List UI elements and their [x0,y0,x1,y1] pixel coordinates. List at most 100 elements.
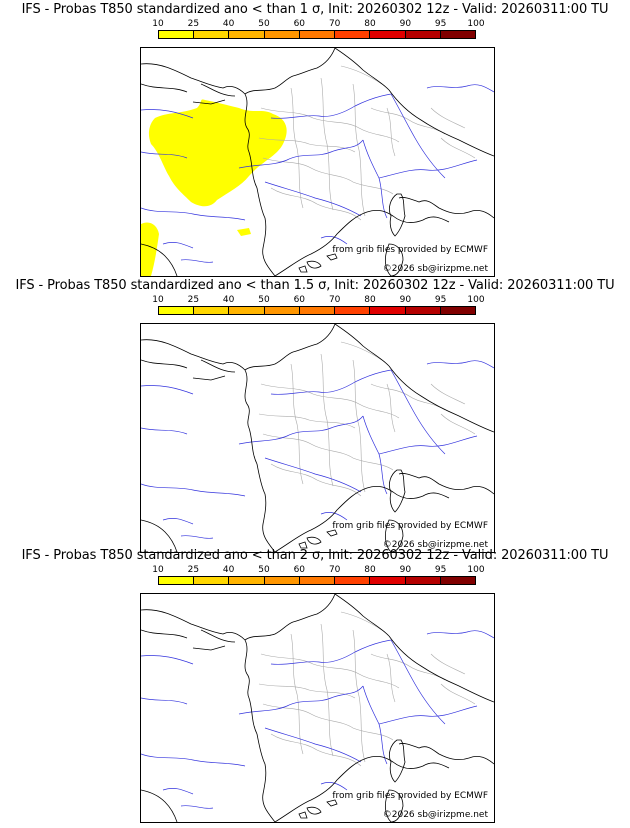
island-outline [389,469,406,513]
river [180,535,214,539]
probability-area [141,222,159,276]
river [270,639,392,665]
colorbar [158,306,476,315]
credit-source: from grib files provided by ECMWF [332,791,488,801]
island-outline [306,536,322,545]
river [180,259,214,263]
river [141,753,246,767]
coastline [200,359,236,373]
river [426,84,494,93]
admin-border [320,77,334,211]
river [264,457,362,493]
river [426,360,494,369]
colorbar-tick: 10 [152,295,164,305]
admin-border [262,157,394,195]
river [141,385,194,395]
river [141,207,246,221]
colorbar-swatch [159,31,195,38]
colorbar-swatch [370,31,406,38]
credit-copyright: ©2026 sb@irizpme.net [382,264,488,274]
colorbar-swatch [440,577,475,584]
colorbar-tick-labels: 10 25 40 50 60 70 80 90 95 100 [152,295,484,305]
island-outline [326,253,338,261]
admin-border [386,653,396,703]
colorbar-tick: 60 [293,565,306,575]
island-outline [385,519,404,552]
admin-border [270,187,362,221]
credit-copyright: ©2026 sb@irizpme.net [382,810,488,820]
admin-border [290,363,304,485]
colorbar-tick: 60 [293,19,306,29]
coastline [141,789,178,822]
admin-border [386,107,396,157]
colorbar-tick: 25 [187,295,200,305]
admin-border [386,383,396,433]
island-outline [298,541,308,549]
coastline [244,639,276,822]
river [378,705,478,725]
river [362,139,388,219]
coastline [141,359,188,369]
admin-border [352,629,366,763]
coastline [141,83,188,93]
coastline [398,743,494,765]
river [264,727,362,763]
colorbar-swatch [299,31,336,38]
island-outline [306,260,322,269]
colorbar [158,576,476,585]
colorbar-tick: 100 [467,565,485,575]
admin-border [290,633,304,755]
colorbar-swatch [335,31,371,38]
coastline [141,48,336,95]
island-outline [298,811,308,819]
coastline [334,324,390,367]
coastline [192,375,226,381]
colorbar-swatch [299,307,336,314]
map-panel-1sigma: IFS - Probas T850 standardized ano < tha… [0,0,630,277]
admin-border [352,83,366,217]
river [238,415,364,445]
colorbar-swatch [264,577,300,584]
credit-copyright: ©2026 sb@irizpme.net [382,540,488,550]
coastline [200,83,236,97]
coastline [274,485,450,552]
admin-border [370,383,446,411]
colorbar-tick: 50 [258,19,270,29]
colorbar-tick: 25 [187,19,200,29]
colorbar-tick: 50 [258,565,270,575]
colorbar-swatch [264,307,300,314]
probability-area [237,228,251,236]
colorbar-tick: 80 [364,565,376,575]
colorbar-tick: 100 [467,19,485,29]
admin-border [370,653,446,681]
river [362,685,388,765]
admin-border [320,353,334,487]
admin-border [258,137,356,153]
admin-border [258,413,356,429]
island-outline [385,789,404,822]
panel-title: IFS - Probas T850 standardized ano < tha… [21,2,609,17]
river [378,159,478,179]
coastline [192,99,226,105]
island-outline [389,193,406,237]
colorbar [158,30,476,39]
island-outline [389,739,406,783]
colorbar-swatch [229,31,265,38]
admin-border [430,107,466,129]
colorbar-swatch [405,31,441,38]
colorbar-swatch [370,577,406,584]
coastline [244,93,276,276]
river [390,93,446,179]
admin-border [262,703,394,741]
colorbar-tick-labels: 10 25 40 50 60 70 80 90 95 100 [152,19,484,29]
river [141,483,246,497]
colorbar-tick: 70 [328,565,341,575]
colorbar-tick: 60 [293,295,306,305]
coastline [388,365,494,433]
colorbar-swatch [229,307,265,314]
island-outline [326,529,338,537]
credit-source: from grib files provided by ECMWF [332,521,488,531]
colorbar-tick-labels: 10 25 40 50 60 70 80 90 95 100 [152,565,484,575]
coastline [141,324,336,371]
admin-border [260,107,400,143]
